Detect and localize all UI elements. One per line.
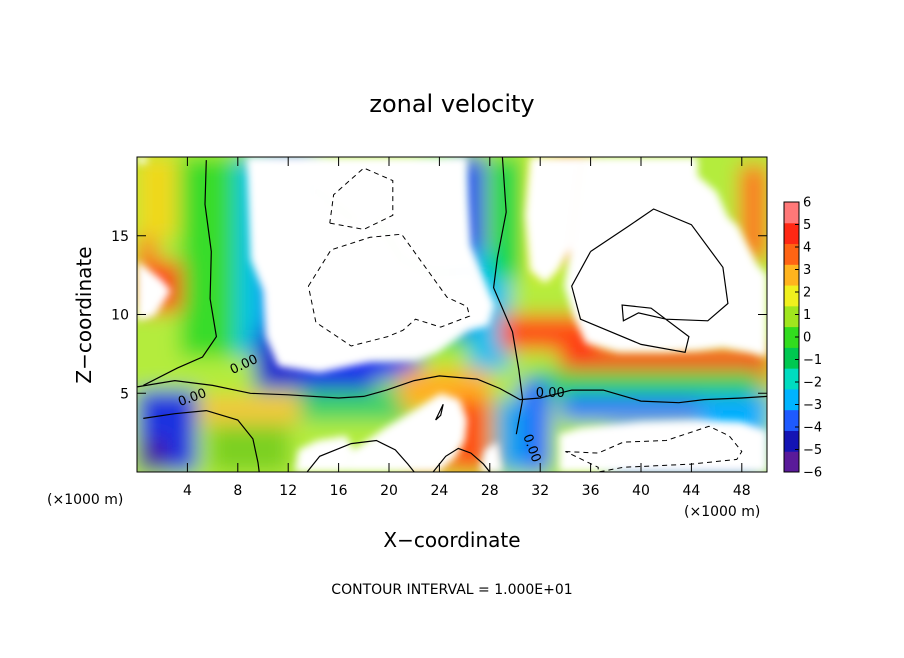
colorbar-tick-label: −4 bbox=[803, 421, 822, 436]
colorbar-tick-label: 2 bbox=[803, 286, 811, 301]
colorbar-swatch bbox=[784, 243, 799, 265]
solid-contour-1 bbox=[137, 375, 767, 404]
y-tick-label: 15 bbox=[111, 229, 129, 245]
contour-interval-note: CONTOUR INTERVAL = 1.000E+01 bbox=[331, 582, 572, 598]
colorbar-tick-label: 3 bbox=[803, 263, 811, 278]
x-tick-label: 8 bbox=[233, 483, 242, 499]
colorbar-swatch bbox=[784, 305, 799, 328]
x-tick-label: 32 bbox=[531, 483, 549, 499]
x-tick-label: 44 bbox=[682, 483, 700, 499]
y-axis-label: Z−coordinate bbox=[72, 246, 96, 383]
x-tick-label: 28 bbox=[481, 483, 499, 499]
colorbar-swatch bbox=[784, 222, 799, 245]
y-axis-ticks: 5 10 15 bbox=[111, 229, 767, 402]
colorbar-swatch bbox=[784, 368, 799, 390]
clear-region-7 bbox=[479, 442, 503, 472]
x-tick-label: 40 bbox=[632, 483, 650, 499]
colorbar-swatch bbox=[784, 285, 799, 307]
chart-title: zonal velocity bbox=[369, 90, 534, 118]
clear-region-8 bbox=[137, 260, 171, 321]
x-tick-label: 20 bbox=[380, 483, 398, 499]
colorbar: 6 5 4 3 2 1 0 −1 −2 −3 −4 −5 −6 bbox=[783, 196, 822, 481]
colorbar-swatch bbox=[784, 264, 799, 286]
contour-lines bbox=[137, 157, 767, 472]
solid-contour-0 bbox=[143, 160, 218, 386]
colorbar-tick-label: 5 bbox=[803, 218, 811, 233]
colorbar-swatch bbox=[784, 202, 799, 224]
clear-regions bbox=[137, 157, 767, 472]
colorbar-tick-label: 1 bbox=[803, 308, 811, 323]
solid-contour-5 bbox=[435, 404, 444, 421]
x-tick-label: 16 bbox=[330, 483, 348, 499]
contour-label: 0.00 bbox=[536, 386, 565, 401]
colorbar-tick-label: −1 bbox=[803, 353, 822, 368]
clear-region-2 bbox=[564, 157, 767, 357]
colorbar-tick-label: 6 bbox=[803, 196, 811, 211]
y-tick-label: 10 bbox=[111, 308, 129, 324]
x-tick-label: 12 bbox=[279, 483, 297, 499]
solid-contour-2 bbox=[143, 409, 260, 472]
colorbar-swatch bbox=[784, 409, 799, 431]
colorbar-tick-label: −3 bbox=[803, 398, 822, 413]
y-tick-label: 5 bbox=[120, 386, 129, 402]
colorbar-swatch bbox=[784, 326, 799, 348]
colorbar-swatch bbox=[784, 430, 799, 452]
x-tick-label: 4 bbox=[183, 483, 192, 499]
dashed-contour-8 bbox=[329, 167, 394, 230]
clear-region-9 bbox=[137, 157, 148, 164]
x-unit-left: (×1000 m) bbox=[47, 492, 123, 508]
clear-region-0 bbox=[246, 157, 495, 373]
x-tick-label: 36 bbox=[582, 483, 600, 499]
solid-contour-6 bbox=[432, 447, 491, 472]
colorbar-swatch bbox=[784, 388, 799, 411]
x-tick-label: 48 bbox=[733, 483, 751, 499]
colorbar-swatch bbox=[784, 451, 799, 473]
colorbar-tick-label: −6 bbox=[803, 466, 822, 481]
x-tick-label: 24 bbox=[430, 483, 448, 499]
colorbar-swatch bbox=[784, 347, 799, 369]
clear-region-4 bbox=[559, 420, 767, 472]
colorbar-tick-label: 0 bbox=[803, 331, 811, 346]
x-axis-label: X−coordinate bbox=[383, 528, 520, 552]
x-axis-ticks: 4 8 12 16 20 24 28 32 36 40 44 48 bbox=[183, 157, 751, 499]
plot-area: 0.000.00 0.000.00 bbox=[137, 157, 767, 472]
colorbar-tick-label: −2 bbox=[803, 376, 822, 391]
dashed-contour-10 bbox=[565, 425, 743, 472]
solid-contour-3 bbox=[492, 157, 524, 435]
colorbar-tick-label: 4 bbox=[803, 241, 811, 256]
clear-region-5 bbox=[346, 393, 468, 472]
solid-contour-4 bbox=[306, 439, 415, 472]
clear-region-1 bbox=[300, 157, 495, 305]
clear-region-3 bbox=[525, 157, 582, 283]
x-unit-right: (×1000 m) bbox=[684, 504, 760, 520]
solid-contour-7 bbox=[571, 208, 729, 353]
colorbar-tick-label: −5 bbox=[803, 443, 822, 458]
